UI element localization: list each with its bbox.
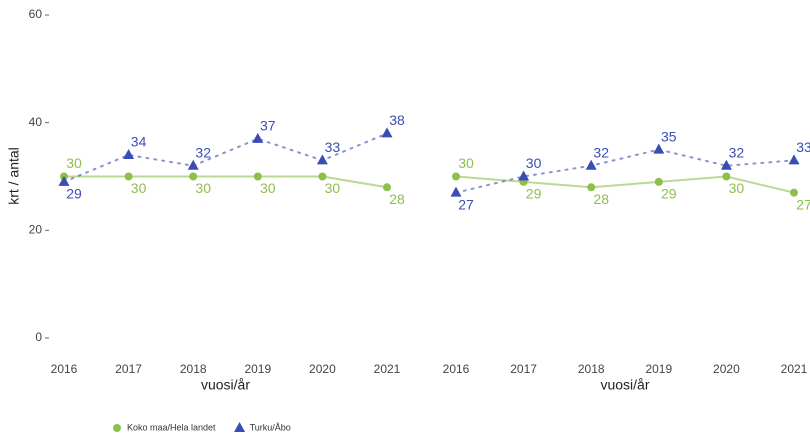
marker xyxy=(654,177,663,186)
data-label: 29 xyxy=(526,186,542,202)
legend-marker xyxy=(113,424,121,432)
x-tick-label: 2016 xyxy=(443,362,470,376)
data-label: 33 xyxy=(325,139,341,155)
marker xyxy=(252,132,264,143)
x-tick-label: 2020 xyxy=(309,362,336,376)
marker xyxy=(788,154,800,165)
data-label: 32 xyxy=(195,144,211,160)
marker xyxy=(381,127,393,138)
x-axis-label: vuosi/år xyxy=(201,377,250,393)
marker xyxy=(123,148,135,159)
y-tick-label: 60 xyxy=(29,7,43,21)
marker xyxy=(383,183,391,192)
data-label: 29 xyxy=(66,186,82,202)
data-label: 38 xyxy=(389,112,405,128)
series-line xyxy=(455,175,795,194)
x-tick-label: 2021 xyxy=(781,362,808,376)
marker xyxy=(653,143,665,154)
marker xyxy=(318,172,327,181)
data-label: 35 xyxy=(661,128,677,144)
marker xyxy=(253,172,262,181)
data-label: 30 xyxy=(325,180,341,196)
data-label: 30 xyxy=(131,180,147,196)
marker xyxy=(450,186,462,197)
y-tick-label: 40 xyxy=(29,115,43,129)
marker xyxy=(790,188,798,197)
x-tick-label: 2016 xyxy=(51,362,78,376)
x-tick-label: 2021 xyxy=(374,362,401,376)
legend-label: Koko maa/Hela landet xyxy=(127,422,216,432)
data-label: 32 xyxy=(593,144,609,160)
x-axis-label: vuosi/år xyxy=(600,377,649,393)
marker xyxy=(722,172,731,181)
series-line xyxy=(63,132,388,183)
x-tick-label: 2019 xyxy=(244,362,271,376)
x-tick-label: 2020 xyxy=(713,362,740,376)
data-label: 30 xyxy=(195,180,211,196)
data-label: 30 xyxy=(526,155,542,171)
marker xyxy=(720,159,732,170)
y-axis-label: krt / antal xyxy=(6,147,22,205)
marker xyxy=(187,159,199,170)
marker xyxy=(189,172,198,181)
x-tick-label: 2018 xyxy=(180,362,207,376)
marker xyxy=(587,183,596,192)
x-tick-label: 2017 xyxy=(115,362,142,376)
x-tick-label: 2019 xyxy=(645,362,672,376)
data-label: 27 xyxy=(458,196,474,212)
data-label: 29 xyxy=(661,186,677,202)
data-label: 30 xyxy=(66,155,82,171)
series-line xyxy=(63,175,388,189)
marker xyxy=(452,172,460,181)
data-label: 28 xyxy=(593,191,609,207)
y-tick-label: 20 xyxy=(29,223,43,237)
legend-label: Turku/Åbo xyxy=(250,422,291,432)
data-label: 28 xyxy=(389,191,405,207)
data-label: 37 xyxy=(260,118,276,134)
marker xyxy=(58,175,70,186)
marker xyxy=(585,159,597,170)
data-label: 30 xyxy=(458,155,474,171)
data-label: 32 xyxy=(729,144,745,160)
data-label: 30 xyxy=(260,180,276,196)
data-label: 30 xyxy=(729,180,745,196)
y-tick-label: 0 xyxy=(35,330,42,344)
marker xyxy=(124,172,133,181)
series-line xyxy=(455,148,795,194)
data-label: 27 xyxy=(796,196,810,212)
x-tick-label: 2018 xyxy=(578,362,605,376)
legend-marker xyxy=(234,422,246,432)
data-label: 34 xyxy=(131,134,147,150)
marker xyxy=(518,170,530,181)
x-tick-label: 2017 xyxy=(510,362,537,376)
marker xyxy=(316,154,328,165)
data-label: 33 xyxy=(796,139,810,155)
